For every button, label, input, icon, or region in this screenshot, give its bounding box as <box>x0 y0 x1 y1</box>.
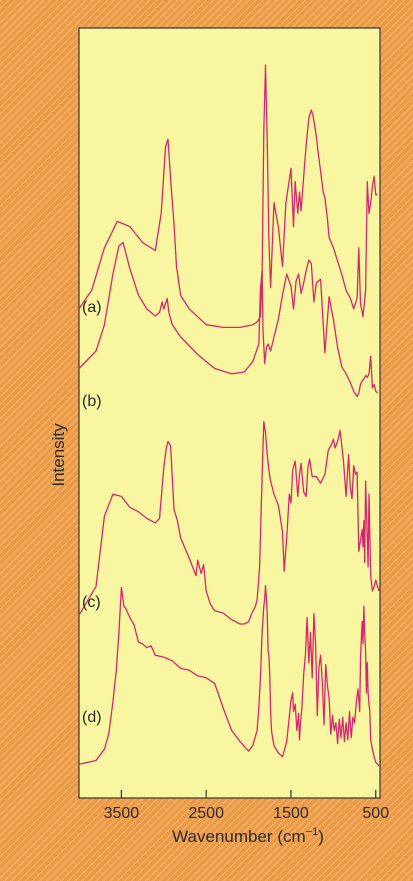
plot-area <box>78 27 381 799</box>
spectrum-line-2 <box>78 241 378 398</box>
series-label-4: (d) <box>82 709 102 726</box>
x-axis-ticks: 3500 2500 1500 500 <box>104 790 389 822</box>
x-axis-label-suffix: ) <box>318 827 324 846</box>
x-tick-label: 1500 <box>273 805 309 822</box>
series-label-3: (c) <box>82 594 101 611</box>
series-labels: (a) (b) (c) (d) <box>82 299 102 726</box>
spectrum-line-3 <box>78 420 380 625</box>
y-axis-label: Intensity <box>49 423 68 487</box>
x-tick-label: 2500 <box>188 805 224 822</box>
x-tick-label: 500 <box>362 805 389 822</box>
spectrum-line-1 <box>78 64 378 329</box>
x-tick-label: 3500 <box>104 805 140 822</box>
x-axis-label-superscript: −1 <box>306 826 319 838</box>
spectrum-line-4 <box>78 584 380 767</box>
x-axis-label-main: Wavenumber (cm <box>172 827 306 846</box>
series-layer <box>78 64 380 767</box>
x-axis-label: Wavenumber (cm−1) <box>172 826 324 846</box>
series-label-1: (a) <box>82 299 102 316</box>
series-label-2: (b) <box>82 393 102 410</box>
